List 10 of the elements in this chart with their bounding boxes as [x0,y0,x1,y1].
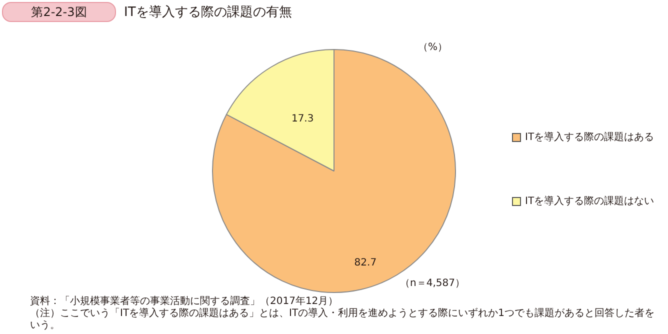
text: 第2-2-3図 [2,2,116,22]
data-label: 82.7 [354,258,377,269]
chart-title: ITを導入する際の課題の有無 [124,4,292,21]
text: （n＝4,587） [400,277,465,290]
text: 資料：「小規模事業者等の事業活動に関する調査」（2017年12月） [30,296,340,308]
text: （注）ここでいう「ITを導入する際の課題はある」とは、ITの導入・利用を進めようとする際にいずれか1つでも課題があると回答した者をいう。 [30,308,656,332]
text: （%） [418,41,448,54]
data-label: 17.3 [291,114,314,125]
legend-label: ITを導入する際の課題はない [524,194,654,208]
legend-label: ITを導入する際の課題はある [524,130,654,144]
